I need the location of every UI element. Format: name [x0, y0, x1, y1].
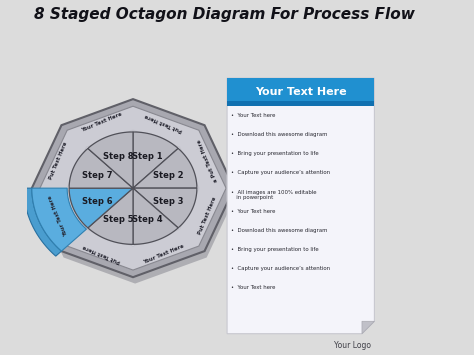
- Text: 8 Staged Octagon Diagram For Process Flow: 8 Staged Octagon Diagram For Process Flo…: [34, 7, 414, 22]
- Polygon shape: [88, 132, 133, 188]
- Text: •  Bring your presentation to life: • Bring your presentation to life: [231, 247, 319, 252]
- Text: •  Capture your audience’s attention: • Capture your audience’s attention: [231, 266, 330, 271]
- Text: Your Logo: Your Logo: [334, 341, 371, 350]
- Text: Step 1: Step 1: [132, 153, 163, 162]
- Text: Your Text Here: Your Text Here: [81, 111, 123, 133]
- Polygon shape: [133, 188, 178, 244]
- Text: •  Download this awesome diagram: • Download this awesome diagram: [231, 228, 328, 233]
- Polygon shape: [40, 106, 226, 270]
- Polygon shape: [24, 188, 62, 256]
- Text: •  Your Text here: • Your Text here: [231, 209, 276, 214]
- Text: Put Text Here: Put Text Here: [48, 141, 68, 181]
- Polygon shape: [133, 188, 197, 228]
- Text: Step 8: Step 8: [103, 153, 134, 162]
- Polygon shape: [67, 130, 199, 246]
- Text: Step 6: Step 6: [82, 197, 113, 206]
- Polygon shape: [227, 78, 374, 334]
- Polygon shape: [34, 105, 237, 284]
- Polygon shape: [69, 148, 133, 188]
- Text: •  All images are 100% editable
   in powerpoint: • All images are 100% editable in powerp…: [231, 190, 317, 200]
- Text: a Put Text Here: a Put Text Here: [197, 139, 219, 183]
- Polygon shape: [69, 188, 133, 228]
- Text: •  Your Text here: • Your Text here: [231, 113, 276, 118]
- Text: Step 7: Step 7: [82, 171, 113, 180]
- FancyBboxPatch shape: [227, 78, 374, 106]
- Text: Put Text Here: Put Text Here: [198, 196, 218, 235]
- FancyBboxPatch shape: [227, 101, 374, 106]
- Text: Step 4: Step 4: [132, 215, 163, 224]
- Text: Step 3: Step 3: [153, 197, 183, 206]
- Polygon shape: [362, 321, 374, 334]
- Text: Step 2: Step 2: [153, 171, 184, 180]
- Polygon shape: [32, 99, 234, 277]
- Text: •  Download this awesome diagram: • Download this awesome diagram: [231, 132, 328, 137]
- Polygon shape: [133, 148, 197, 188]
- Text: •  Capture your audience’s attention: • Capture your audience’s attention: [231, 170, 330, 175]
- Text: Step 5: Step 5: [103, 215, 134, 224]
- Polygon shape: [32, 188, 86, 251]
- Polygon shape: [133, 132, 178, 188]
- Text: Your Text Here: Your Text Here: [255, 87, 346, 97]
- Text: Put Text Here: Put Text Here: [145, 112, 183, 132]
- Text: Put Text Here: Put Text Here: [82, 244, 122, 264]
- Text: •  Bring your presentation to life: • Bring your presentation to life: [231, 151, 319, 156]
- Polygon shape: [88, 188, 133, 244]
- Text: •  Your Text here: • Your Text here: [231, 285, 276, 290]
- Text: Your Text Here: Your Text Here: [143, 243, 185, 265]
- Text: Your Text Here: Your Text Here: [47, 194, 69, 236]
